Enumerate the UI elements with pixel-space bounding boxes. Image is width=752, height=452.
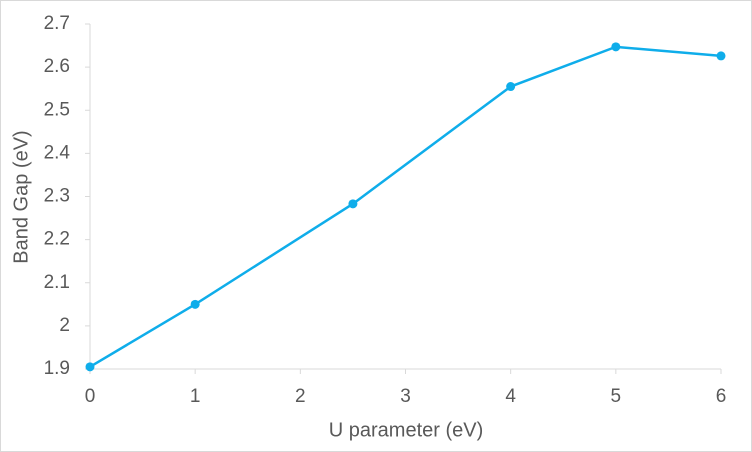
y-tick-label: 1.9: [44, 358, 70, 379]
x-tick-label: 5: [611, 386, 622, 407]
x-axis-title: U parameter (eV): [329, 419, 484, 441]
y-tick-label: 2.2: [44, 229, 70, 250]
x-tick-label: 6: [716, 386, 727, 407]
y-tick-label: 2: [59, 315, 70, 336]
y-axis-title: Band Gap (eV): [10, 130, 32, 263]
x-tick-label: 2: [295, 386, 306, 407]
y-tick-label: 2.3: [44, 186, 70, 207]
data-point: [348, 199, 358, 209]
x-tick-label: 4: [505, 386, 516, 407]
data-point: [611, 42, 621, 52]
y-tick-label: 2.6: [44, 56, 70, 77]
y-tick-label: 2.1: [44, 272, 70, 293]
x-tick-label: 1: [190, 386, 201, 407]
data-point: [190, 299, 200, 309]
data-point: [716, 51, 726, 61]
y-tick-label: 2.7: [44, 13, 70, 34]
x-tick-label: 0: [85, 386, 96, 407]
data-point: [85, 362, 95, 372]
x-tick-label: 3: [400, 386, 411, 407]
y-tick-label: 2.5: [44, 99, 70, 120]
series-line: [89, 45, 722, 368]
data-point: [506, 82, 516, 92]
y-tick-label: 2.4: [44, 142, 71, 163]
